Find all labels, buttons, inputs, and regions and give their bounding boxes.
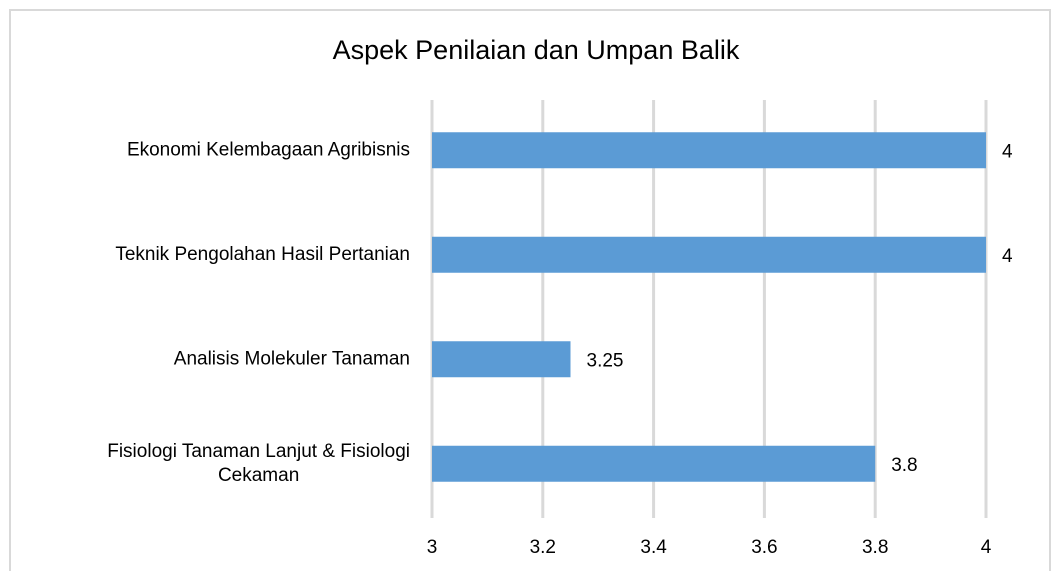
y-tick-label: Teknik Pengolahan Hasil Pertanian [115,244,410,265]
bar [432,236,986,273]
y-tick-label: Analisis Molekuler Tanaman [174,348,410,369]
y-tick-label: Ekonomi Kelembagaan Agribisnis [127,139,410,160]
y-tick-label-line: Fisiologi Tanaman Lanjut & Fisiologi [107,441,410,462]
y-tick-label-line: Cekaman [218,465,299,486]
chart-border [9,9,1051,571]
x-tick-label: 4 [981,537,992,558]
x-tick-label: 3.6 [751,537,777,558]
y-tick-label: Fisiologi Tanaman Lanjut & Fisiologi Ceka… [107,441,410,486]
chart-title: Aspek Penilaian dan Umpan Balik [333,35,740,65]
bar [432,445,876,482]
data-label: 4 [1002,141,1013,162]
data-label: 4 [1002,246,1013,267]
x-tick-label: 3.4 [640,537,667,558]
bar [432,341,571,378]
data-label: 3.25 [587,350,624,371]
x-tick-label: 3 [427,537,438,558]
bar [432,132,986,169]
data-label: 3.8 [891,455,917,476]
x-tick-label: 3.2 [530,537,556,558]
x-tick-label: 3.8 [862,537,888,558]
